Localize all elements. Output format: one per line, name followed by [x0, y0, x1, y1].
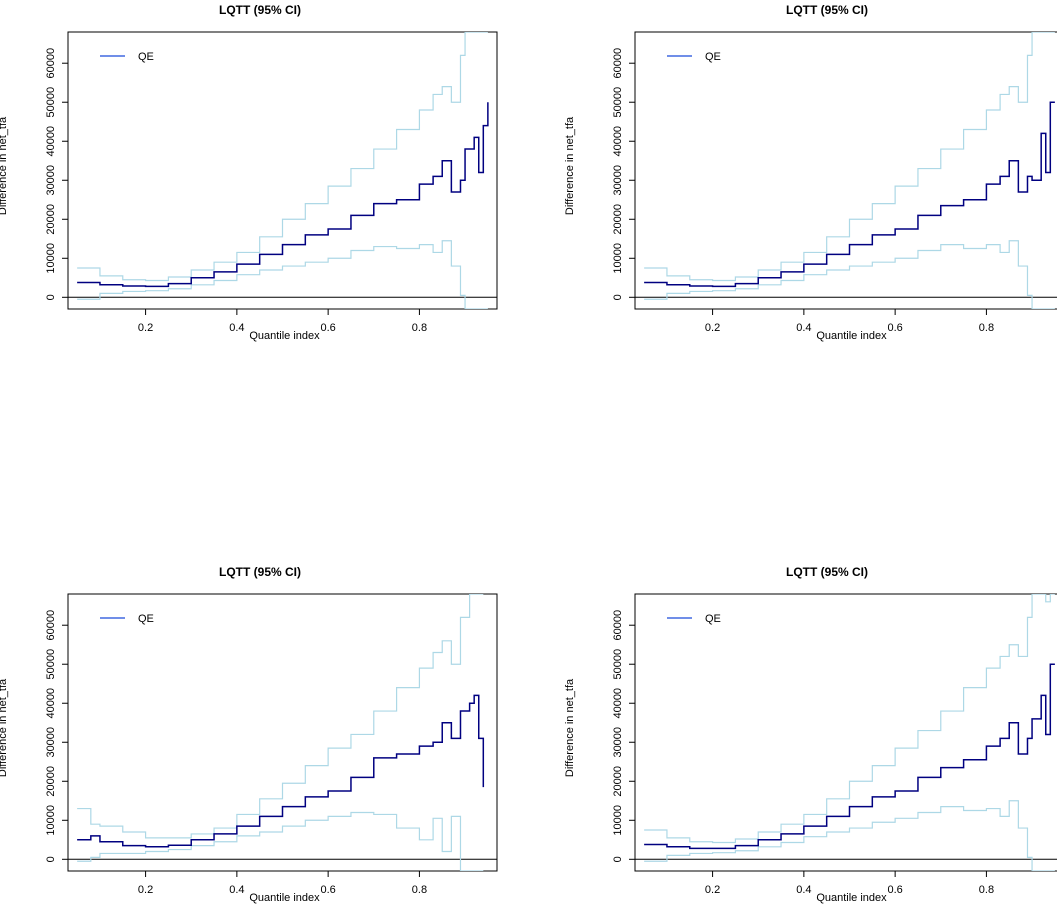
- ci-upper-line: [644, 32, 1055, 282]
- plot-area: 0.2 0.4 0.6 0.8 0 10000 20000 30000 40000 50000 60…: [612, 31, 1057, 334]
- y-tick-label: 20000: [45, 766, 57, 797]
- y-tick-label: 50000: [45, 87, 57, 118]
- x-tick-label: 0.2: [138, 884, 153, 896]
- series-group: [644, 594, 1055, 871]
- legend-label: QE: [138, 51, 154, 63]
- y-tick-label: 10000: [612, 243, 624, 274]
- x-tick-label: 0.2: [705, 884, 720, 896]
- x-axis-label: Quantile index: [816, 892, 887, 904]
- chart-title: LQTT (95% CI): [218, 565, 301, 579]
- x-tick-label: 0.6: [320, 884, 335, 896]
- series-group: [77, 594, 485, 871]
- series-group: [77, 32, 489, 309]
- ci-upper-line: [644, 594, 1055, 844]
- y-tick-label: 0: [612, 294, 624, 300]
- plot-area: 0.2 0.4 0.6 0.8 0 10000 20000 30000 40000 50000 60…: [45, 593, 498, 896]
- x-tick-label: 0.6: [887, 322, 902, 334]
- y-tick-label: 40000: [45, 688, 57, 719]
- plot-frame: [634, 593, 1057, 872]
- y-tick-label: 30000: [612, 165, 624, 196]
- y-tick-label: 50000: [45, 649, 57, 680]
- y-tick-label: 40000: [612, 688, 624, 719]
- series-qe-line: [77, 694, 485, 848]
- series-qe-line: [644, 663, 1055, 850]
- ci-upper-line: [77, 594, 484, 839]
- y-tick-label: 10000: [45, 243, 57, 274]
- y-tick-label: 20000: [612, 766, 624, 797]
- y-tick-label: 10000: [45, 805, 57, 836]
- x-tick-label: 0.2: [705, 322, 720, 334]
- x-tick-label: 0.8: [979, 884, 994, 896]
- y-tick-label: 30000: [45, 165, 57, 196]
- y-tick-label: 60000: [612, 610, 624, 641]
- y-tick-label: 0: [45, 856, 57, 862]
- x-tick-label: 0.2: [138, 322, 153, 334]
- ci-lower-line: [644, 240, 1055, 309]
- x-axis-label: Quantile index: [249, 892, 320, 904]
- y-tick-label: 40000: [45, 126, 57, 157]
- series-qe-line: [644, 101, 1055, 288]
- series-group: [644, 32, 1055, 309]
- y-tick-label: 50000: [612, 649, 624, 680]
- y-tick-label: 30000: [612, 727, 624, 758]
- x-axis-label: Quantile index: [249, 330, 320, 342]
- chart-panel-1: LQTT (95% CI) Difference in net_tfa Quan…: [0, 0, 520, 342]
- plot-frame: [67, 593, 498, 872]
- x-tick-label: 0.8: [979, 322, 994, 334]
- y-tick-label: 10000: [612, 805, 624, 836]
- plot-frame: [634, 31, 1057, 310]
- ci-lower-line: [77, 811, 484, 871]
- chart-panel-4: LQTT (95% CI) Difference in net_tfa Quan…: [564, 562, 1057, 904]
- x-axis-label: Quantile index: [816, 330, 887, 342]
- chart-title: LQTT (95% CI): [785, 565, 868, 579]
- x-tick-label: 0.8: [412, 322, 427, 334]
- x-tick-label: 0.6: [887, 884, 902, 896]
- legend-label: QE: [138, 613, 154, 625]
- plot-area: 0.2 0.4 0.6 0.8 0 10000 20000 30000 40000 50000 60…: [45, 31, 498, 334]
- y-tick-label: 40000: [612, 126, 624, 157]
- y-tick-label: 30000: [45, 727, 57, 758]
- x-tick-label: 0.4: [796, 322, 811, 334]
- ci-lower-line: [644, 800, 1055, 871]
- y-tick-label: 60000: [45, 610, 57, 641]
- series-qe-line: [77, 102, 489, 288]
- ci-lower-line: [77, 240, 488, 309]
- plot-frame: [67, 31, 498, 310]
- y-tick-label: 50000: [612, 87, 624, 118]
- y-tick-label: 20000: [612, 204, 624, 235]
- x-tick-label: 0.4: [229, 322, 244, 334]
- legend-label: QE: [705, 51, 721, 63]
- chart-title: LQTT (95% CI): [218, 3, 301, 17]
- x-tick-label: 0.8: [412, 884, 427, 896]
- plot-area: 0.2 0.4 0.6 0.8 0 10000 20000 30000 40000 50000 60…: [612, 593, 1057, 896]
- chart-title: LQTT (95% CI): [785, 3, 868, 17]
- x-tick-label: 0.4: [796, 884, 811, 896]
- y-tick-label: 60000: [45, 48, 57, 79]
- y-tick-label: 20000: [45, 204, 57, 235]
- x-tick-label: 0.4: [229, 884, 244, 896]
- x-tick-label: 0.6: [320, 322, 335, 334]
- y-tick-label: 60000: [612, 48, 624, 79]
- ci-upper-line: [77, 32, 488, 282]
- chart-panel-3: LQTT (95% CI) Difference in net_tfa Quan…: [0, 562, 520, 904]
- y-tick-label: 0: [612, 856, 624, 862]
- legend-label: QE: [705, 613, 721, 625]
- chart-panel-2: LQTT (95% CI) Difference in net_tfa Quan…: [564, 0, 1057, 342]
- y-tick-label: 0: [45, 294, 57, 300]
